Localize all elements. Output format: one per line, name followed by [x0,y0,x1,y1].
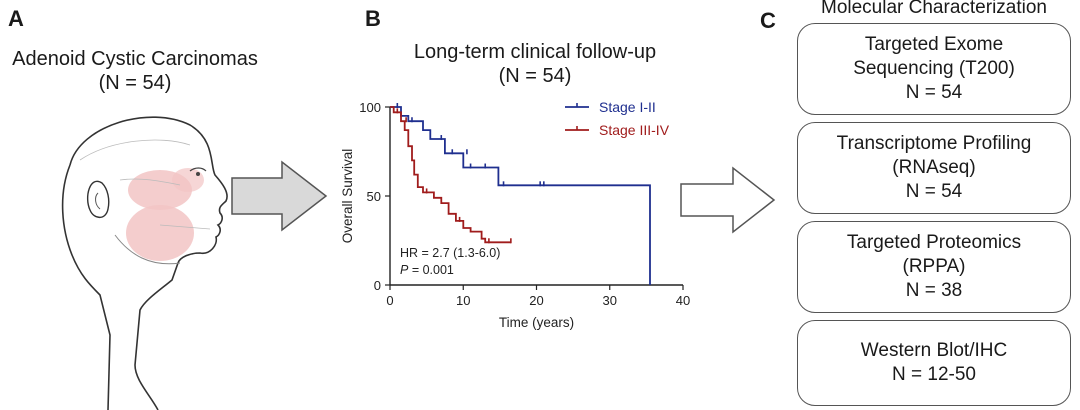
p-value: = 0.001 [408,263,454,277]
panel-a-letter: A [8,6,24,31]
p-value-annotation: P = 0.001 [400,263,454,277]
head-profile-icon [61,116,228,410]
panel-a-title: Adenoid Cystic Carcinomas (N = 54) [0,47,270,95]
panel-b-title: Long-term clinical follow-up (N = 54) [390,40,680,88]
legend-label: Stage I-II [599,99,656,115]
panel-c-title: Molecular Characterization [821,0,1047,18]
panel-c-letter: C [760,8,776,33]
box-line: N = 54 [905,82,963,103]
y-tick-label: 50 [367,189,381,204]
box-line: N = 54 [905,181,963,202]
series-line-stage-late [390,106,511,244]
molecular-box-proteomics: Targeted Proteomics (RPPA) N = 38 [797,221,1071,313]
panel-b-title-line2: (N = 54) [498,65,572,87]
y-axis-title: Overall Survival [340,149,355,244]
x-tick-label: 30 [603,293,617,308]
box-line: Sequencing (T200) [853,58,1015,79]
x-tick-label: 0 [386,293,393,308]
outline-arrow-icon [680,166,776,234]
x-tick-label: 40 [676,293,690,308]
box-line: (RNAseq) [892,157,976,178]
molecular-box-western: Western Blot/IHC N = 12-50 [797,320,1071,406]
panel-a-title-line2: (N = 54) [98,72,172,94]
molecular-box-transcriptome: Transcriptome Profiling (RNAseq) N = 54 [797,122,1071,214]
x-axis-title: Time (years) [499,315,574,330]
molecular-box-exome: Targeted Exome Sequencing (T200) N = 54 [797,23,1071,115]
hr-annotation: HR = 2.7 (1.3-6.0) [400,246,500,260]
panel-a-title-line1: Adenoid Cystic Carcinomas [12,48,258,70]
box-line: N = 12-50 [892,364,976,385]
legend-label: Stage III-IV [599,122,670,138]
box-line: Transcriptome Profiling [836,133,1032,154]
right-arrow-icon [231,160,328,232]
box-line: Western Blot/IHC [860,340,1008,361]
panel-b-title-line1: Long-term clinical follow-up [413,41,657,63]
y-tick-label: 0 [374,278,381,293]
arrow-shape [231,160,328,232]
box-line: N = 38 [905,280,963,301]
survival-chart: 0 10 20 30 40 0 50 100 Time (years) Overall Survi… [340,99,690,330]
x-tick-label: 10 [456,293,470,308]
p-label: P [400,263,409,277]
y-tick-label: 100 [359,100,381,115]
series-line-stage-early [390,106,651,285]
outline-arrow-shape [680,166,776,234]
panel-b-letter: B [365,6,381,31]
box-line: Targeted Proteomics [846,232,1022,253]
box-line: (RPPA) [902,256,966,277]
x-tick-label: 20 [529,293,543,308]
box-line: Targeted Exome [864,34,1004,55]
